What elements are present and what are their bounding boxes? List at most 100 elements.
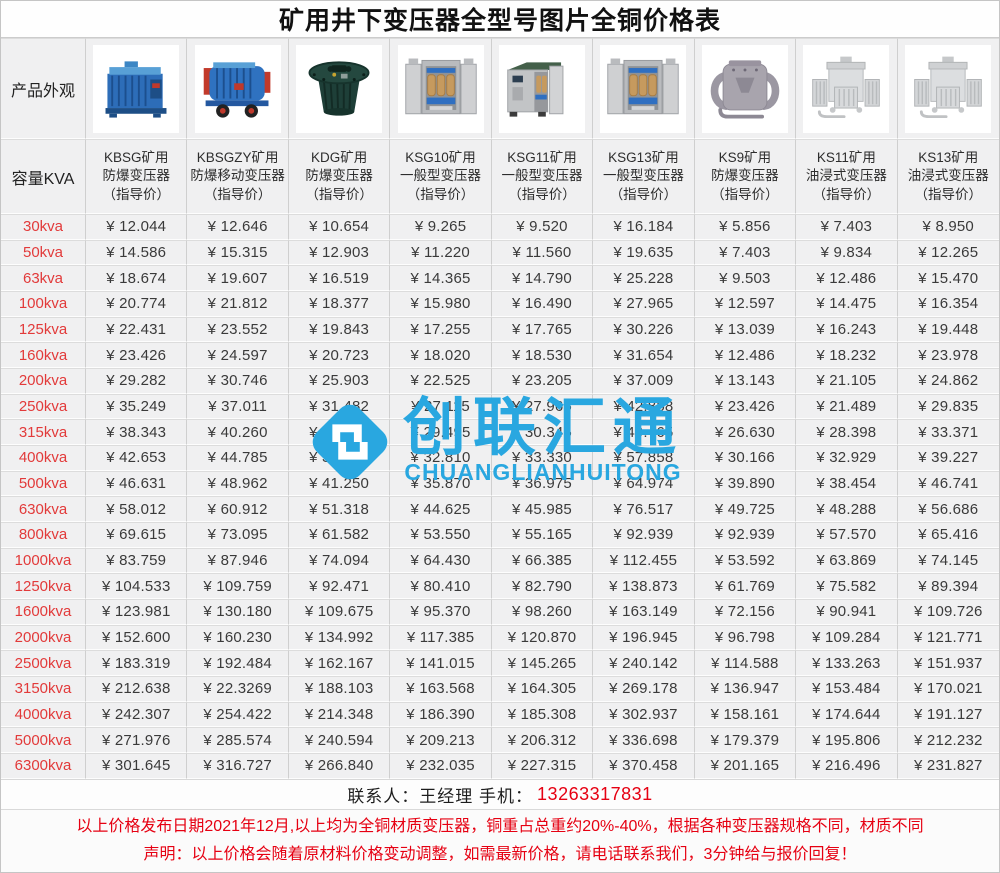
price-cell: ¥ 240.142	[593, 650, 695, 677]
product-cell-kbsg	[86, 38, 188, 139]
price-cell: ¥ 24.597	[187, 342, 289, 369]
column-header-ksg11: KSG11矿用 一般型变压器 （指导价）	[491, 139, 594, 214]
price-cell: ¥ 36.975	[491, 470, 594, 497]
product-cell-kdg	[288, 38, 391, 139]
price-cell: ¥ 104.533	[86, 573, 188, 600]
price-cell: ¥ 23.205	[491, 368, 594, 394]
price-cell: ¥ 98.260	[491, 599, 594, 625]
price-cell: ¥ 80.410	[390, 573, 492, 600]
column-header-kbsgzy: KBSGZY矿用 防爆移动变压器 （指导价）	[187, 139, 289, 214]
price-cell: ¥ 174.644	[796, 701, 898, 728]
price-cell: ¥ 136.947	[694, 676, 797, 702]
notice-line-1: 以上价格发布日期2021年12月,以上均为全铜材质变压器，铜重占总重约20%-4…	[76, 818, 924, 836]
price-cell: ¥ 21.489	[796, 393, 898, 420]
notice-block: 以上价格发布日期2021年12月,以上均为全铜材质变压器，铜重占总重约20%-4…	[1, 808, 999, 872]
price-cell: ¥ 35.870	[390, 470, 492, 497]
price-cell: ¥ 109.726	[897, 599, 999, 625]
price-table: 产品外观	[1, 38, 999, 779]
price-cell: ¥ 37.011	[187, 393, 289, 420]
price-cell: ¥ 7.403	[694, 239, 797, 266]
price-cell: ¥ 7.403	[796, 214, 898, 240]
price-cell: ¥ 75.582	[796, 573, 898, 600]
capacity-label: 160kva	[1, 342, 86, 369]
price-cell: ¥ 69.615	[86, 522, 188, 548]
price-cell: ¥ 22.525	[390, 368, 492, 394]
price-cell: ¥ 57.858	[593, 445, 695, 471]
price-cell: ¥ 65.416	[897, 522, 999, 548]
price-cell: ¥ 240.594	[288, 727, 391, 754]
price-cell: ¥ 60.912	[187, 496, 289, 523]
price-cell: ¥ 20.774	[86, 291, 188, 317]
price-cell: ¥ 163.149	[593, 599, 695, 625]
product-cell-ks11	[796, 38, 898, 139]
price-cell: ¥ 16.519	[288, 265, 391, 292]
price-cell: ¥ 63.869	[796, 547, 898, 574]
product-image-ksg10-cabinet	[404, 58, 477, 114]
column-header-kdg: KDG矿用 防爆变压器 （指导价）	[288, 139, 391, 214]
price-cell: ¥ 18.530	[491, 342, 594, 369]
product-image-kbsg-transformer	[105, 60, 167, 118]
product-cell-ksg11	[491, 38, 594, 139]
capacity-label: 4000kva	[1, 701, 86, 728]
price-cell: ¥ 158.161	[694, 701, 797, 728]
price-cell: ¥ 9.834	[796, 239, 898, 266]
contact-label: 联系人：王经理 手机：	[347, 786, 534, 806]
price-cell: ¥ 26.630	[694, 419, 797, 446]
price-cell: ¥ 138.873	[593, 573, 695, 600]
capacity-label: 315kva	[1, 419, 86, 446]
price-cell: ¥ 269.178	[593, 676, 695, 702]
price-cell: ¥ 30.166	[694, 445, 797, 471]
price-cell: ¥ 41.250	[288, 470, 391, 497]
price-cell: ¥ 141.015	[390, 650, 492, 677]
price-cell: ¥ 42.858	[593, 393, 695, 420]
price-cell: ¥ 231.827	[897, 753, 999, 779]
price-cell: ¥ 58.012	[86, 496, 188, 523]
price-cell: ¥ 48.288	[796, 496, 898, 523]
price-cell: ¥ 19.843	[288, 316, 391, 343]
notice-line-2: 声明：以上价格会随着原材料价格变动调整，如需最新价格，请电话联系我们，3分钟给与…	[143, 846, 857, 864]
price-cell: ¥ 216.496	[796, 753, 898, 779]
price-cell: ¥ 185.308	[491, 701, 594, 728]
price-cell: ¥ 92.471	[288, 573, 391, 600]
price-cell: ¥ 152.600	[86, 624, 188, 651]
price-cell: ¥ 164.305	[491, 676, 594, 702]
price-cell: ¥ 64.430	[390, 547, 492, 574]
price-cell: ¥ 134.992	[288, 624, 391, 651]
price-cell: ¥ 15.315	[187, 239, 289, 266]
price-cell: ¥ 33.371	[897, 419, 999, 446]
product-cell-ks9	[694, 38, 797, 139]
capacity-label: 3150kva	[1, 676, 86, 702]
price-cell: ¥ 130.180	[187, 599, 289, 625]
capacity-label: 6300kva	[1, 753, 86, 779]
price-cell: ¥ 64.974	[593, 470, 695, 497]
price-cell: ¥ 25.228	[593, 265, 695, 292]
price-cell: ¥ 29.835	[897, 393, 999, 420]
capacity-label: 5000kva	[1, 727, 86, 754]
page-title: 矿用井下变压器全型号图片全铜价格表	[1, 1, 999, 38]
price-cell: ¥ 61.769	[694, 573, 797, 600]
price-cell: ¥ 22.431	[86, 316, 188, 343]
price-cell: ¥ 18.232	[796, 342, 898, 369]
price-cell: ¥ 29.495	[390, 419, 492, 446]
price-cell: ¥ 14.365	[390, 265, 492, 292]
price-cell: ¥ 23.552	[187, 316, 289, 343]
price-cell: ¥ 196.945	[593, 624, 695, 651]
price-cell: ¥ 32.810	[390, 445, 492, 471]
price-cell: ¥ 192.484	[187, 650, 289, 677]
price-cell: ¥ 37.009	[593, 368, 695, 394]
price-cell: ¥ 16.354	[897, 291, 999, 317]
price-cell: ¥ 27.965	[491, 393, 594, 420]
product-cell-kbsgzy	[187, 38, 289, 139]
price-cell: ¥ 206.312	[491, 727, 594, 754]
price-cell: ¥ 20.723	[288, 342, 391, 369]
product-cell-ksg13	[593, 38, 695, 139]
price-cell: ¥ 19.448	[897, 316, 999, 343]
price-cell: ¥ 92.939	[593, 522, 695, 548]
price-cell: ¥ 38.454	[796, 470, 898, 497]
capacity-label: 63kva	[1, 265, 86, 292]
price-cell: ¥ 16.243	[796, 316, 898, 343]
price-cell: ¥ 24.862	[897, 368, 999, 394]
price-cell: ¥ 49.725	[694, 496, 797, 523]
capacity-label: 1600kva	[1, 599, 86, 625]
capacity-label: 400kva	[1, 445, 86, 471]
